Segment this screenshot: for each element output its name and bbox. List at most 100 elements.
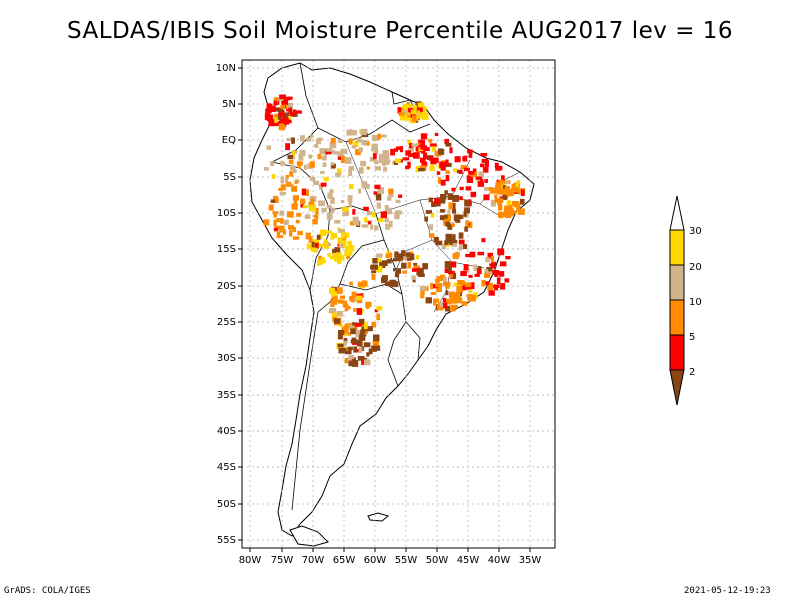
shading-cell: [364, 322, 368, 330]
shading-cell: [496, 277, 501, 284]
shading-cell: [444, 268, 450, 273]
shading-cell: [331, 163, 336, 169]
colorbar-label: 5: [689, 332, 695, 343]
shading-cell: [430, 291, 437, 295]
shading-cell: [325, 149, 332, 155]
shading-cell: [498, 179, 504, 185]
lat-label: 10N: [216, 63, 236, 74]
colorbar-segment-yellow: [669, 229, 685, 266]
shading-cell: [273, 195, 279, 203]
shading-cell: [279, 191, 286, 196]
shading-cell: [458, 232, 464, 239]
shading-cell: [499, 198, 504, 203]
shading-cell: [486, 267, 493, 272]
shading-cell: [349, 129, 353, 135]
shading-cell: [498, 186, 502, 192]
shading-cell: [444, 190, 448, 195]
shading-cell: [301, 188, 307, 196]
shading-cell: [298, 153, 304, 161]
shading-cell: [405, 165, 410, 170]
shading-cell: [461, 301, 467, 306]
shading-cell: [360, 160, 367, 167]
shading-cell: [420, 290, 425, 295]
shading-cell: [457, 214, 464, 219]
shading-cell: [359, 331, 364, 336]
shading-cell: [280, 176, 284, 184]
shading-cell: [318, 258, 323, 265]
shading-cell: [300, 135, 305, 142]
shading-cell: [361, 181, 368, 185]
shading-cell: [356, 137, 362, 143]
shading-cell: [271, 174, 276, 179]
shading-cell: [361, 323, 366, 330]
shading-cell: [343, 340, 347, 347]
shading-cell: [367, 211, 374, 216]
shading-cell: [422, 106, 427, 113]
shading-cell: [439, 198, 446, 204]
shading-cell: [371, 147, 375, 152]
shading-cell: [291, 154, 295, 160]
shading-cell: [443, 277, 447, 284]
shading-cell: [496, 179, 501, 184]
shading-cell: [330, 137, 336, 144]
shading-cell: [365, 326, 373, 332]
shading-cell: [388, 188, 394, 196]
shading-cell: [358, 336, 364, 341]
shading-cell: [372, 340, 380, 346]
shading-cell: [372, 258, 379, 264]
shading-cell: [330, 302, 335, 307]
shading-cell: [377, 258, 382, 263]
shading-cell: [276, 218, 283, 223]
shading-cell: [480, 163, 485, 168]
shading-cell: [478, 266, 482, 270]
shading-cell: [505, 180, 509, 185]
shading-cell: [337, 333, 343, 340]
shading-cell: [441, 244, 447, 250]
shading-cell: [389, 220, 393, 228]
shading-cell: [477, 181, 484, 187]
shading-cell: [450, 202, 456, 209]
shading-cell: [488, 282, 493, 289]
shading-cell: [347, 195, 353, 202]
shading-cell: [264, 167, 269, 171]
shading-cell: [379, 153, 385, 159]
shading-cell: [386, 207, 392, 215]
shading-cell: [273, 107, 280, 112]
shading-cell: [340, 148, 348, 155]
shading-cell: [361, 184, 368, 189]
shading-cell: [443, 243, 450, 247]
shading-cell: [494, 197, 499, 203]
shading-cell: [411, 143, 418, 147]
shading-cell: [465, 282, 472, 288]
shading-cell: [497, 204, 503, 211]
shading-cell: [273, 100, 278, 105]
shading-cell: [444, 240, 449, 245]
shading-cell: [428, 224, 434, 231]
shading-cell: [448, 291, 456, 298]
shading-cell: [363, 342, 371, 348]
shading-cell: [356, 295, 363, 300]
shading-cell: [324, 243, 330, 249]
shading-cell: [502, 194, 508, 200]
shading-cell: [395, 199, 401, 203]
shading-cell: [380, 134, 387, 138]
shading-cell: [351, 291, 357, 298]
shading-cell: [291, 185, 298, 192]
shading-cell: [323, 177, 329, 182]
shading-cell: [289, 171, 294, 177]
shading-cell: [373, 334, 380, 342]
shading-cell: [451, 223, 455, 227]
colorbar-bottom-triangle: [669, 369, 685, 406]
shading-cell: [358, 318, 365, 325]
shading-cell: [453, 292, 459, 298]
shading-cell: [394, 272, 400, 278]
lat-label: 30S: [217, 353, 236, 364]
shading-cell: [468, 274, 473, 278]
shading-cell: [398, 256, 404, 260]
lon-label: 50W: [426, 555, 449, 566]
shading-cell: [408, 153, 415, 158]
shading-cell: [415, 255, 420, 260]
shading-cell: [268, 204, 274, 211]
shading-cell: [521, 189, 525, 197]
shading-cell: [320, 257, 325, 264]
